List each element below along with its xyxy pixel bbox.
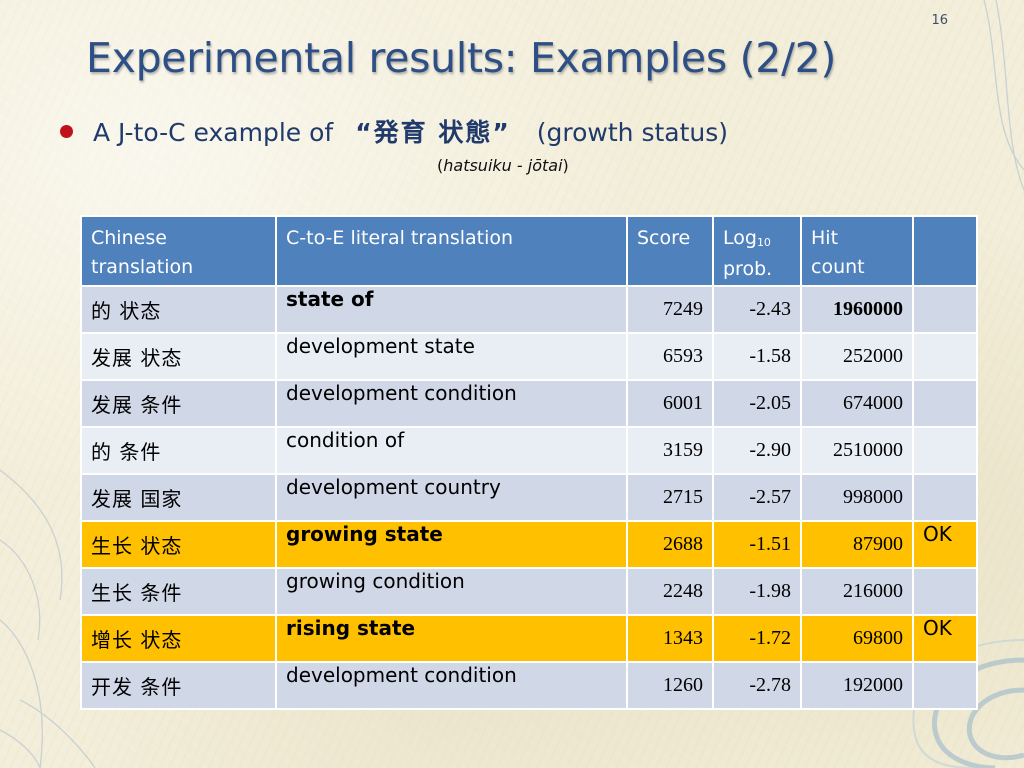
header-literal-translation: C-to-E literal translation	[275, 215, 628, 287]
header-log-prob: Log10 prob.	[712, 215, 802, 287]
header-flag	[912, 215, 978, 287]
cell-log-prob: -2.90	[712, 426, 802, 475]
cell-log-prob: -1.51	[712, 520, 802, 569]
cell-hit-count: 216000	[800, 567, 914, 616]
cell-log-prob: -1.98	[712, 567, 802, 616]
cell-log-prob: -2.43	[712, 285, 802, 334]
romanization-open-paren: (	[437, 156, 444, 175]
cell-chinese: 发展 状态	[80, 332, 277, 381]
cell-log-prob: -2.57	[712, 473, 802, 522]
results-table: Chinese translation C-to-E literal transl…	[80, 215, 978, 710]
table-row: 发展 状态 development state 6593 -1.58 25200…	[80, 332, 978, 381]
table-row: 的 条件 condition of 3159 -2.90 2510000	[80, 426, 978, 475]
romanization-word-1: hatsuiku	[443, 156, 512, 175]
romanization-word-2: jōtai	[527, 156, 563, 175]
cell-log-prob: -1.72	[712, 614, 802, 663]
cell-score: 7249	[626, 285, 714, 334]
cell-chinese: 生长 状态	[80, 520, 277, 569]
cell-chinese: 开发 条件	[80, 661, 277, 710]
header-score: Score	[626, 215, 714, 287]
cell-chinese: 的 状态	[80, 285, 277, 334]
cell-score: 6001	[626, 379, 714, 428]
table-row-highlighted: 增长 状态 rising state 1343 -1.72 69800 OK	[80, 614, 978, 663]
header-chinese-translation: Chinese translation	[80, 215, 277, 287]
cell-flag	[912, 426, 978, 475]
table-row: 发展 条件 development condition 6001 -2.05 6…	[80, 379, 978, 428]
cell-chinese: 增长 状态	[80, 614, 277, 663]
cell-score: 1343	[626, 614, 714, 663]
cell-flag-ok: OK	[912, 520, 978, 569]
slide-title: Experimental results: Examples (2/2)	[86, 34, 837, 82]
cell-hit-count: 674000	[800, 379, 914, 428]
english-gloss: (growth status)	[536, 118, 729, 147]
cell-chinese: 的 条件	[80, 426, 277, 475]
cell-hit-count: 252000	[800, 332, 914, 381]
cell-hit-count: 1960000	[800, 285, 914, 334]
cell-log-prob: -2.78	[712, 661, 802, 710]
cell-literal: development country	[275, 473, 628, 522]
cell-flag	[912, 332, 978, 381]
cell-flag	[912, 379, 978, 428]
romanization-separator: -	[511, 156, 528, 175]
cell-log-prob: -1.58	[712, 332, 802, 381]
cell-literal: growing state	[275, 520, 628, 569]
table-header-row: Chinese translation C-to-E literal transl…	[80, 215, 978, 287]
cell-chinese: 发展 国家	[80, 473, 277, 522]
cell-log-prob: -2.05	[712, 379, 802, 428]
table-row: 的 状态 state of 7249 -2.43 1960000	[80, 285, 978, 334]
cell-literal: rising state	[275, 614, 628, 663]
cell-hit-count: 2510000	[800, 426, 914, 475]
romanization-close-paren: )	[562, 156, 569, 175]
romanization: (hatsuiku - jōtai)	[437, 156, 569, 175]
cell-literal: state of	[275, 285, 628, 334]
cell-hit-count: 998000	[800, 473, 914, 522]
bullet-dot-icon	[60, 124, 73, 138]
table-row: 开发 条件 development condition 1260 -2.78 1…	[80, 661, 978, 710]
header-hit-count: Hit count	[800, 215, 914, 287]
cell-flag	[912, 285, 978, 334]
table-row: 生长 条件 growing condition 2248 -1.98 21600…	[80, 567, 978, 616]
table-row: 发展 国家 development country 2715 -2.57 998…	[80, 473, 978, 522]
cell-flag	[912, 473, 978, 522]
slide-number: 16	[931, 13, 948, 28]
bullet-prefix: A J-to-C example of	[93, 118, 334, 147]
cell-score: 3159	[626, 426, 714, 475]
cell-score: 2715	[626, 473, 714, 522]
cell-score: 6593	[626, 332, 714, 381]
cell-literal: development condition	[275, 661, 628, 710]
cell-literal: growing condition	[275, 567, 628, 616]
cell-score: 1260	[626, 661, 714, 710]
cell-flag	[912, 661, 978, 710]
cell-flag-ok: OK	[912, 614, 978, 663]
japanese-term: “発育 状態”	[355, 118, 511, 147]
cell-literal: development condition	[275, 379, 628, 428]
cell-literal: condition of	[275, 426, 628, 475]
cell-hit-count: 87900	[800, 520, 914, 569]
cell-chinese: 生长 条件	[80, 567, 277, 616]
cell-flag	[912, 567, 978, 616]
cell-score: 2248	[626, 567, 714, 616]
cell-chinese: 发展 条件	[80, 379, 277, 428]
cell-score: 2688	[626, 520, 714, 569]
bullet-line: A J-to-C example of “発育 状態” (growth status…	[60, 113, 728, 147]
cell-hit-count: 69800	[800, 614, 914, 663]
cell-literal: development state	[275, 332, 628, 381]
cell-hit-count: 192000	[800, 661, 914, 710]
table-row-highlighted: 生长 状态 growing state 2688 -1.51 87900 OK	[80, 520, 978, 569]
